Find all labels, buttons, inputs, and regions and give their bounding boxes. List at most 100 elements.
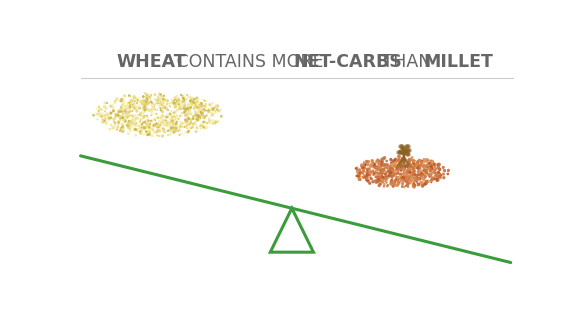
Point	[393, 158, 402, 163]
Point	[142, 94, 151, 99]
Point	[198, 115, 208, 120]
Point	[196, 123, 205, 128]
Point	[158, 127, 168, 132]
Point	[397, 174, 406, 180]
Point	[387, 180, 396, 185]
Point	[423, 166, 433, 171]
Point	[355, 167, 364, 172]
Point	[109, 117, 118, 122]
Point	[130, 127, 140, 132]
Point	[147, 107, 156, 112]
Point	[397, 176, 406, 182]
Point	[443, 171, 452, 177]
Point	[168, 129, 177, 134]
Point	[158, 102, 167, 107]
Point	[434, 162, 444, 167]
Point	[190, 120, 200, 126]
Point	[426, 167, 436, 172]
Point	[114, 120, 124, 125]
Point	[355, 177, 364, 182]
Point	[397, 144, 407, 149]
Point	[161, 118, 170, 123]
Point	[197, 120, 206, 125]
Point	[117, 129, 126, 134]
Point	[392, 168, 401, 173]
Point	[157, 102, 166, 108]
Point	[386, 169, 396, 174]
Point	[129, 115, 138, 120]
Point	[156, 100, 165, 105]
Point	[391, 178, 400, 183]
Point	[205, 119, 215, 124]
Point	[125, 126, 135, 131]
Point	[98, 117, 107, 122]
Point	[165, 101, 175, 106]
Point	[409, 164, 419, 169]
Point	[397, 164, 407, 170]
Point	[188, 121, 197, 126]
Point	[184, 102, 193, 108]
Point	[370, 165, 379, 170]
Point	[202, 121, 212, 126]
Point	[142, 107, 151, 112]
Point	[159, 122, 168, 127]
Point	[113, 125, 122, 130]
Point	[179, 106, 188, 111]
Point	[409, 172, 418, 177]
Point	[391, 158, 400, 163]
Point	[138, 110, 147, 115]
Point	[407, 162, 416, 168]
Point	[166, 122, 175, 127]
Point	[199, 125, 208, 130]
Point	[186, 126, 195, 131]
Point	[136, 106, 145, 111]
Point	[360, 163, 369, 169]
Point	[142, 99, 151, 105]
Point	[117, 106, 126, 111]
Point	[208, 112, 218, 117]
Point	[99, 119, 108, 124]
Point	[404, 157, 414, 162]
Point	[116, 104, 125, 110]
Point	[131, 133, 140, 138]
Point	[370, 171, 379, 177]
Point	[427, 180, 436, 185]
Point	[140, 110, 149, 115]
Point	[367, 158, 376, 163]
Point	[371, 168, 380, 173]
Point	[184, 116, 193, 121]
Point	[137, 125, 146, 130]
Point	[112, 111, 121, 116]
Point	[143, 95, 152, 100]
Point	[196, 102, 205, 108]
Point	[434, 165, 443, 170]
Point	[130, 103, 140, 109]
Point	[122, 115, 131, 120]
Point	[379, 175, 388, 180]
Point	[168, 100, 177, 105]
Point	[179, 96, 188, 101]
Point	[188, 97, 198, 103]
Point	[365, 175, 375, 180]
Point	[159, 127, 168, 132]
Point	[183, 116, 193, 121]
Point	[380, 162, 390, 167]
Point	[400, 176, 409, 181]
Point	[147, 102, 157, 107]
Point	[195, 107, 205, 112]
Point	[184, 102, 193, 107]
Point	[422, 165, 431, 170]
Point	[407, 165, 416, 170]
Point	[378, 173, 387, 179]
Point	[179, 94, 188, 99]
Point	[387, 170, 397, 175]
Point	[180, 101, 189, 107]
Point	[378, 162, 387, 167]
Point	[176, 106, 186, 111]
Point	[375, 171, 384, 177]
Point	[420, 167, 429, 172]
Point	[184, 94, 193, 99]
Point	[386, 172, 395, 177]
Point	[363, 159, 372, 165]
Point	[393, 170, 402, 175]
